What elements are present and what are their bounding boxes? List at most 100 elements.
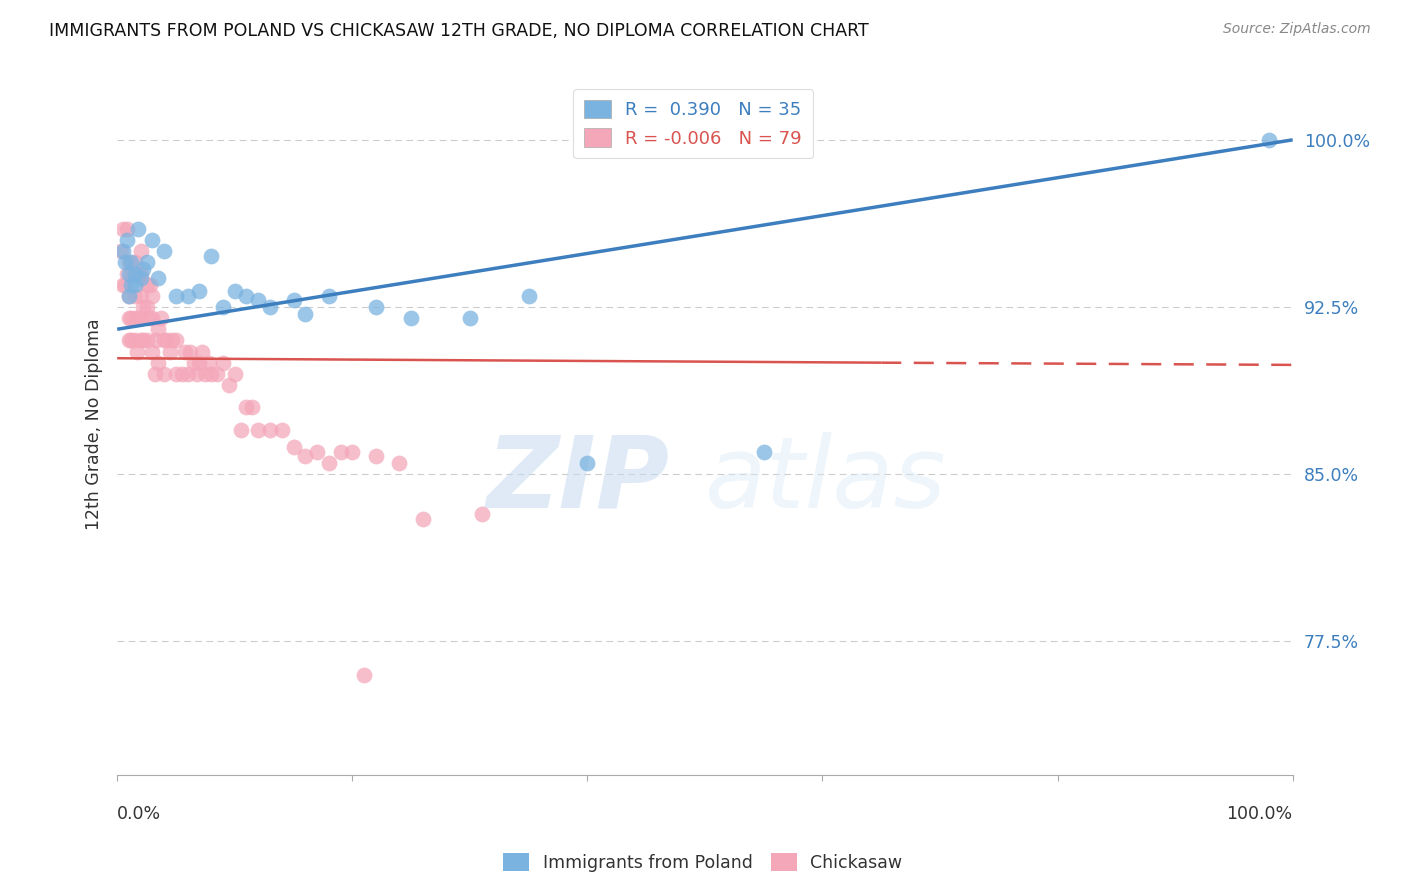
Point — [259, 300, 281, 314]
Point — [198, 356, 221, 370]
Point — [471, 507, 494, 521]
Point — [141, 344, 163, 359]
Point — [124, 255, 146, 269]
Point — [114, 255, 136, 269]
Point — [283, 293, 305, 308]
Point — [364, 300, 387, 314]
Text: Source: ZipAtlas.com: Source: ZipAtlas.com — [1223, 22, 1371, 37]
Point — [124, 267, 146, 281]
Point — [143, 367, 166, 381]
Point — [118, 334, 141, 348]
Point — [165, 367, 187, 381]
Point — [170, 367, 193, 381]
Text: ZIP: ZIP — [486, 432, 669, 529]
Point — [148, 322, 170, 336]
Point — [127, 344, 149, 359]
Point — [752, 445, 775, 459]
Point — [129, 244, 152, 259]
Point — [318, 456, 340, 470]
Point — [115, 267, 138, 281]
Point — [141, 311, 163, 326]
Point — [240, 401, 263, 415]
Point — [120, 334, 142, 348]
Point — [294, 307, 316, 321]
Point — [165, 334, 187, 348]
Point — [186, 367, 208, 381]
Point — [212, 300, 235, 314]
Point — [110, 244, 132, 259]
Point — [129, 311, 152, 326]
Point — [294, 450, 316, 464]
Point — [129, 289, 152, 303]
Point — [388, 456, 411, 470]
Point — [205, 367, 228, 381]
Point — [118, 289, 141, 303]
Point — [200, 249, 222, 263]
Point — [247, 293, 270, 308]
Point — [155, 334, 177, 348]
Legend: Immigrants from Poland, Chickasaw: Immigrants from Poland, Chickasaw — [496, 847, 910, 879]
Point — [127, 267, 149, 281]
Text: IMMIGRANTS FROM POLAND VS CHICKASAW 12TH GRADE, NO DIPLOMA CORRELATION CHART: IMMIGRANTS FROM POLAND VS CHICKASAW 12TH… — [49, 22, 869, 40]
Point — [194, 367, 217, 381]
Point — [118, 267, 141, 281]
Point — [120, 311, 142, 326]
Point — [191, 344, 214, 359]
Point — [148, 271, 170, 285]
Point — [329, 445, 352, 459]
Point — [153, 367, 176, 381]
Point — [132, 262, 155, 277]
Point — [149, 311, 172, 326]
Point — [135, 334, 157, 348]
Point — [305, 445, 328, 459]
Point — [120, 255, 142, 269]
Text: atlas: atlas — [704, 432, 946, 529]
Point — [132, 300, 155, 314]
Point — [212, 356, 235, 370]
Point — [235, 289, 257, 303]
Point — [224, 285, 246, 299]
Point — [127, 222, 149, 236]
Point — [177, 367, 200, 381]
Point — [183, 356, 205, 370]
Point — [270, 423, 292, 437]
Point — [283, 441, 305, 455]
Point — [399, 311, 422, 326]
Point — [118, 311, 141, 326]
Point — [135, 255, 157, 269]
Point — [177, 289, 200, 303]
Point — [224, 367, 246, 381]
Legend: R =  0.390   N = 35, R = -0.006   N = 79: R = 0.390 N = 35, R = -0.006 N = 79 — [572, 89, 813, 159]
Point — [318, 289, 340, 303]
Point — [141, 233, 163, 247]
Y-axis label: 12th Grade, No Diploma: 12th Grade, No Diploma — [86, 318, 103, 530]
Point — [342, 445, 364, 459]
Text: 0.0%: 0.0% — [117, 805, 162, 823]
Point — [124, 311, 146, 326]
Point — [218, 378, 240, 392]
Point — [112, 222, 135, 236]
Point — [129, 267, 152, 281]
Point — [517, 289, 540, 303]
Point — [165, 289, 187, 303]
Point — [132, 334, 155, 348]
Text: 100.0%: 100.0% — [1226, 805, 1292, 823]
Point — [188, 285, 211, 299]
Point — [139, 277, 162, 292]
Point — [124, 289, 146, 303]
Point — [120, 277, 142, 292]
Point — [124, 277, 146, 292]
Point — [188, 356, 211, 370]
Point — [153, 244, 176, 259]
Point — [135, 277, 157, 292]
Point — [141, 289, 163, 303]
Point — [127, 311, 149, 326]
Point — [353, 667, 375, 681]
Point — [118, 255, 141, 269]
Point — [162, 334, 184, 348]
Point — [114, 277, 136, 292]
Point — [118, 289, 141, 303]
Point — [145, 334, 167, 348]
Point — [247, 423, 270, 437]
Point — [259, 423, 281, 437]
